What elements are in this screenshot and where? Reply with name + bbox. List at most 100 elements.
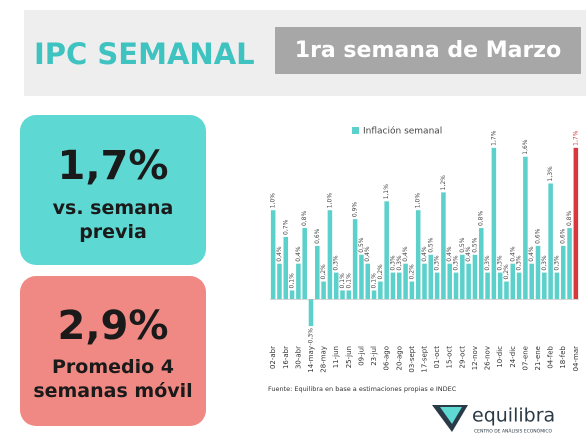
- bar: [321, 281, 326, 300]
- logo-mark: [440, 407, 462, 424]
- bar: [453, 272, 459, 300]
- x-tick-label: 04-mar: [572, 346, 580, 372]
- bar: [434, 272, 440, 300]
- value-label: 0,3%: [333, 255, 340, 271]
- value-label: 1,0%: [270, 193, 277, 209]
- x-tick-label: 29-oct: [458, 346, 466, 369]
- x-tick-label: 09-jul: [357, 346, 365, 366]
- logo-tagline: CENTRO DE ANÁLISIS ECONÓMICO: [474, 428, 553, 435]
- bar: [504, 281, 509, 300]
- bar: [466, 263, 471, 300]
- value-label: 0,3%: [389, 255, 396, 271]
- bar: [554, 272, 560, 300]
- value-label: 0,9%: [352, 202, 359, 218]
- value-label: 1,7%: [572, 130, 579, 146]
- value-label: 0,8%: [566, 211, 573, 227]
- x-tick-label: 10-dic: [496, 346, 504, 368]
- value-label: 0,7%: [282, 219, 289, 235]
- bar: [516, 272, 522, 300]
- x-tick-label: 06-ago: [383, 346, 391, 370]
- legend-swatch: [352, 127, 359, 134]
- bar: [384, 201, 389, 300]
- value-label: 0,3%: [541, 255, 548, 271]
- bar: [415, 210, 421, 300]
- value-label: 0,4%: [446, 246, 453, 262]
- x-tick-label: 12-nov: [471, 346, 479, 370]
- value-label: 0,3%: [484, 255, 491, 271]
- x-tick-label: 28-may: [320, 346, 328, 373]
- x-tick-label: 17-sept: [421, 346, 429, 373]
- value-label: 0,5%: [471, 237, 478, 253]
- value-label: 1,0%: [326, 193, 333, 209]
- value-label: 0,5%: [358, 237, 365, 253]
- source: Fuente: Equilibra en base a estimaciones…: [268, 385, 457, 393]
- value-label: 0,3%: [497, 255, 504, 271]
- subtitle-box: [275, 27, 581, 74]
- value-label: 1,1%: [383, 184, 390, 200]
- value-label: 0,4%: [364, 246, 371, 262]
- card: [20, 276, 206, 426]
- bar: [403, 263, 408, 300]
- bar: [535, 245, 541, 300]
- bar: [340, 290, 345, 300]
- x-tick-label: 04-feb: [547, 345, 555, 368]
- bar: [523, 156, 528, 300]
- value-label: 1,7%: [490, 130, 497, 146]
- value-label: 0,1%: [371, 273, 378, 289]
- x-tick-label: 14-may: [307, 346, 315, 373]
- bar: [397, 272, 402, 300]
- bar: [302, 228, 307, 300]
- bar: [283, 236, 289, 300]
- bar: [491, 147, 497, 300]
- subtitle: 1ra semana de Marzo: [295, 38, 561, 63]
- bar: [270, 210, 276, 300]
- bar: [485, 272, 490, 300]
- value-label: 0,4%: [528, 246, 535, 262]
- x-tick-label: 15-oct: [446, 346, 454, 369]
- x-tick-label: 23-jul: [370, 346, 378, 366]
- value-label: 0,2%: [503, 264, 510, 280]
- x-tick-label: 25-jun: [345, 346, 353, 368]
- bar: [422, 263, 427, 300]
- x-tick-label: 16-abr: [282, 346, 290, 369]
- bar: [346, 290, 352, 300]
- bar: [428, 254, 434, 300]
- bar: [447, 263, 452, 300]
- bar: [560, 245, 566, 300]
- bar: [472, 254, 478, 300]
- value-label: 0,3%: [553, 255, 560, 271]
- bar: [277, 263, 282, 300]
- value-label: 0,4%: [402, 246, 409, 262]
- legend-label: Inflación semanal: [363, 126, 442, 137]
- x-tick-label: 26-nov: [484, 346, 492, 370]
- card-value: 2,9%: [58, 303, 169, 349]
- bar: [296, 263, 301, 300]
- x-tick-label: 11-jun: [332, 346, 340, 368]
- x-tick-label: 02-abr: [269, 346, 277, 369]
- value-label: 0,4%: [465, 246, 472, 262]
- value-label: 0,4%: [509, 246, 516, 262]
- card-value: 1,7%: [58, 143, 169, 189]
- value-label: 1,3%: [547, 166, 554, 182]
- bar: [371, 290, 377, 300]
- x-tick-label: 07-ene: [521, 346, 529, 370]
- card-label-box: vs. semana previa: [52, 197, 174, 243]
- bar: [542, 272, 547, 300]
- bar: [365, 263, 371, 300]
- card: [20, 115, 206, 265]
- value-label: 1,6%: [522, 139, 529, 155]
- value-label: 0,6%: [314, 228, 321, 244]
- value-label: 1,0%: [415, 193, 422, 209]
- card-label: vs. semana previa: [52, 197, 174, 243]
- value-label: -0,3%: [307, 328, 314, 346]
- card-label-box: Promedio 4 semanas móvil: [33, 356, 192, 402]
- bar: [510, 263, 516, 300]
- x-tick-label: 24-dic: [509, 346, 517, 368]
- bar: [289, 290, 295, 300]
- bar: [308, 299, 314, 327]
- bar: [548, 183, 553, 300]
- title: IPC SEMANAL: [34, 37, 255, 71]
- value-label: 0,6%: [560, 228, 567, 244]
- value-label: 0,2%: [377, 264, 384, 280]
